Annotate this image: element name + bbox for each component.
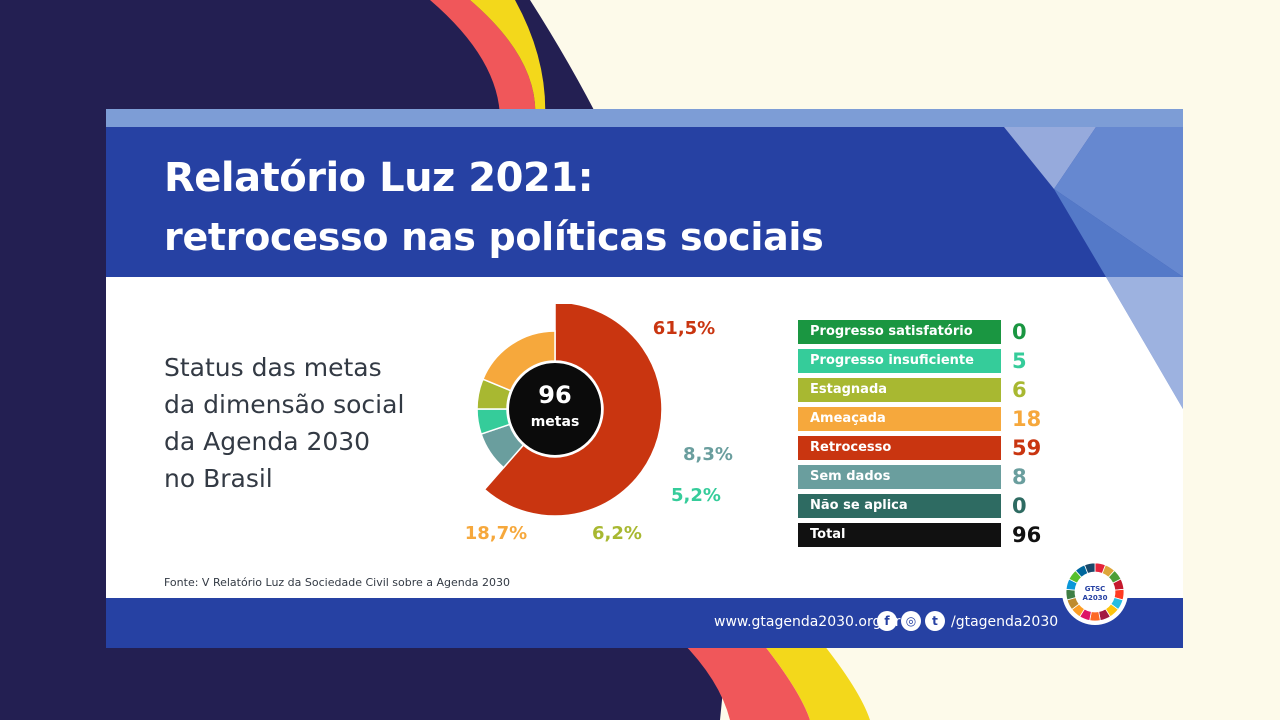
legend-table: Progresso satisfatório 0 Progresso insufic…	[798, 320, 1058, 552]
legend-value: 6	[1012, 378, 1027, 402]
red-stripe-top	[430, 0, 536, 120]
twitter-icon[interactable]: t	[925, 611, 945, 631]
legend-value: 0	[1012, 494, 1027, 518]
legend-value: 8	[1012, 465, 1027, 489]
logo-text: GTSC	[1085, 585, 1106, 593]
legend-value: 59	[1012, 436, 1042, 460]
instagram-icon[interactable]: ◎	[901, 611, 921, 631]
legend-value: 96	[1012, 523, 1042, 547]
decorative-triangles	[1004, 127, 1183, 409]
status-line: Status das metas	[164, 353, 382, 382]
yellow-stripe-bottom	[760, 640, 870, 720]
legend-row: Progresso satisfatório 0	[798, 320, 1058, 344]
legend-value: 18	[1012, 407, 1042, 431]
legend-row: Retrocesso 59	[798, 436, 1058, 460]
center-value: 96	[538, 381, 571, 409]
logo-ring-segment	[1084, 562, 1096, 574]
header-band	[106, 127, 1183, 277]
status-line: no Brasil	[164, 464, 273, 493]
page-title: Relatório Luz 2021:	[164, 155, 594, 201]
website-link[interactable]: www.gtagenda2030.org.br	[714, 614, 901, 630]
legend-label: Total	[798, 523, 1001, 547]
legend-row: Sem dados 8	[798, 465, 1058, 489]
legend-row: Estagnada 6	[798, 378, 1058, 402]
slice-percent-label: 5,2%	[671, 485, 721, 506]
social-handle: /gtagenda2030	[951, 614, 1059, 630]
source-note: Fonte: V Relatório Luz da Sociedade Civi…	[164, 576, 510, 589]
top-strip	[106, 109, 1183, 127]
red-stripe-bottom	[680, 640, 810, 720]
legend-label: Progresso satisfatório	[798, 320, 1001, 344]
legend-label: Não se aplica	[798, 494, 1001, 518]
gtsc-logo: GTSC A2030	[1062, 559, 1128, 625]
footer-band: www.gtagenda2030.org.br f ◎ t /gtagenda2…	[106, 598, 1183, 648]
slice-percent-label: 6,2%	[592, 523, 642, 544]
legend-value: 0	[1012, 320, 1027, 344]
slice-percent-label: 18,7%	[465, 523, 527, 544]
legend-label: Ameaçada	[798, 407, 1001, 431]
donut-center	[507, 361, 603, 457]
page-subtitle: retrocesso nas políticas sociais	[164, 215, 824, 259]
slice-percent-label: 61,5%	[653, 318, 715, 339]
legend-row: Ameaçada 18	[798, 407, 1058, 431]
legend-row: Total 96	[798, 523, 1058, 547]
slice-percent-label: 8,3%	[683, 444, 733, 465]
legend-label: Progresso insuficiente	[798, 349, 1001, 373]
legend-label: Estagnada	[798, 378, 1001, 402]
legend-value: 5	[1012, 349, 1027, 373]
legend-label: Sem dados	[798, 465, 1001, 489]
legend-label: Retrocesso	[798, 436, 1001, 460]
logo-text: A2030	[1083, 594, 1108, 602]
facebook-icon[interactable]: f	[877, 611, 897, 631]
status-description: Status das metas da dimensão social da A…	[164, 349, 414, 497]
infographic-card: Relatório Luz 2021: retrocesso nas polít…	[106, 109, 1183, 648]
status-line: da dimensão social	[164, 390, 405, 419]
center-label: metas	[531, 414, 580, 430]
yellow-stripe-top	[470, 0, 546, 120]
donut-chart: 61,5% 8,3% 5,2% 6,2% 18,7% 96 metas	[465, 304, 733, 544]
legend-row: Não se aplica 0	[798, 494, 1058, 518]
status-line: da Agenda 2030	[164, 427, 371, 456]
legend-row: Progresso insuficiente 5	[798, 349, 1058, 373]
